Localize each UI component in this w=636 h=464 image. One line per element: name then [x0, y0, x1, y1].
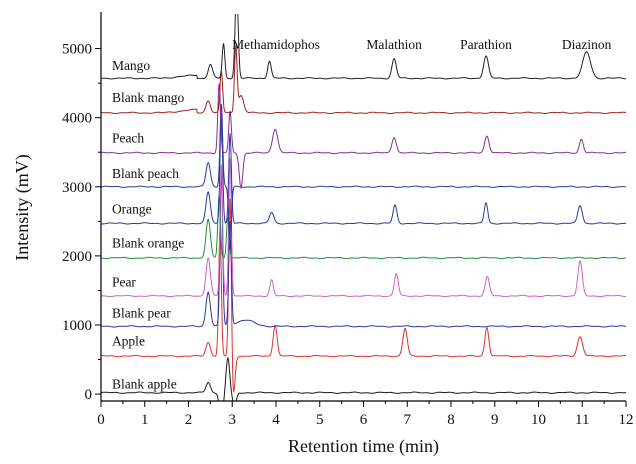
labels-group: Blank apple Apple Blank pear Pear Blank oran…	[112, 37, 612, 392]
y-tick-label: 5000	[62, 42, 92, 58]
series-label: Blank orange	[112, 236, 184, 251]
y-tick-label: 0	[85, 387, 93, 403]
series-label: Blank apple	[112, 377, 177, 392]
series-line	[101, 45, 626, 114]
y-tick-label: 2000	[62, 249, 92, 265]
series-label: Mango	[112, 58, 150, 73]
y-tick-label: 1000	[62, 318, 92, 334]
peak-label: Methamidophos	[232, 37, 320, 52]
x-tick-label: 0	[97, 412, 105, 428]
y-tick-label: 3000	[62, 180, 92, 196]
x-tick-label: 11	[575, 412, 589, 428]
series-label: Blank pear	[112, 305, 171, 320]
series-line	[101, 173, 626, 328]
peak-label: Parathion	[460, 37, 512, 52]
series-line	[101, 14, 626, 80]
series-line	[101, 198, 626, 393]
series-label: Blank peach	[112, 166, 179, 181]
x-tick-label: 1	[141, 412, 149, 428]
x-tick-label: 4	[272, 412, 280, 428]
series-line	[101, 104, 626, 249]
series-line	[101, 356, 626, 401]
peak-label: Malathion	[366, 37, 422, 52]
x-tick-label: 5	[316, 412, 324, 428]
x-tick-label: 8	[447, 412, 455, 428]
x-tick-label: 9	[491, 412, 499, 428]
x-tick-label: 7	[404, 412, 412, 428]
x-axis-title: Retention time (min)	[288, 436, 439, 457]
series-label: Peach	[112, 131, 144, 146]
series-label: Orange	[112, 202, 152, 217]
x-tick-label: 6	[360, 412, 368, 428]
y-axis-title: Intensity (mV)	[12, 154, 33, 260]
peak-label: Diazinon	[562, 37, 612, 52]
x-tick-label: 10	[531, 412, 546, 428]
series-label: Apple	[112, 334, 145, 349]
series-line	[101, 83, 626, 190]
series-line	[101, 195, 626, 260]
x-tick-label: 12	[619, 412, 634, 428]
x-tick-label: 3	[229, 412, 237, 428]
series-label: Blank mango	[112, 90, 185, 105]
series-line	[101, 158, 626, 298]
traces-group	[101, 14, 626, 401]
y-tick-label: 4000	[62, 111, 92, 127]
series-label: Pear	[112, 274, 136, 289]
x-tick-label: 2	[185, 412, 193, 428]
series-line	[101, 113, 626, 225]
